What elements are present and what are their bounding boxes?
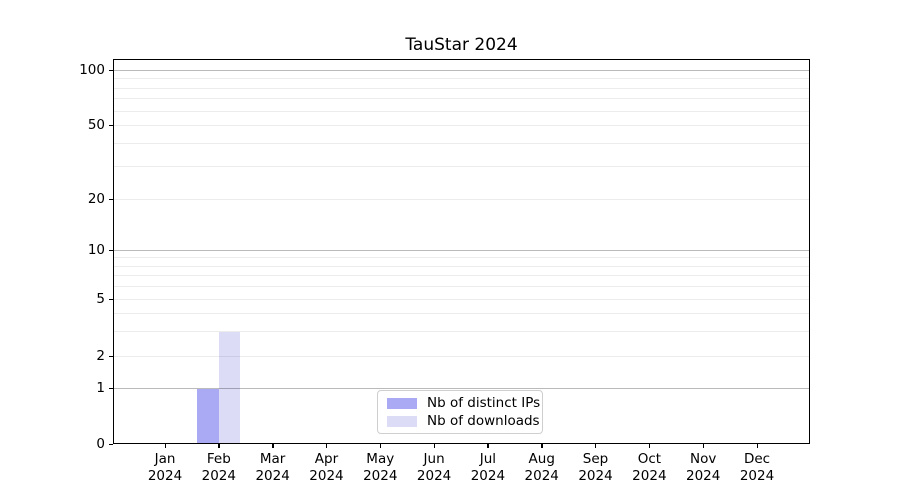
x-tick-year: 2024: [416, 467, 452, 484]
plot-area: [113, 59, 810, 444]
x-tick-year: 2024: [363, 467, 398, 484]
x-tick-mark: [541, 444, 543, 448]
x-tick-month: Apr: [314, 451, 339, 467]
x-tick-mark: [218, 444, 220, 448]
x-tick-year: 2024: [201, 467, 236, 484]
legend-row: Nb of downloads: [387, 413, 540, 429]
y-tick-mark: [109, 387, 113, 389]
x-tick-label: Dec 2024: [725, 451, 789, 484]
y-tick-label: 100: [79, 61, 105, 78]
gridline-minor: [114, 312, 809, 314]
y-tick-label: 1: [96, 379, 105, 396]
gridline-minor: [114, 110, 809, 112]
y-tick-label: 10: [87, 241, 105, 258]
x-tick-label: Oct 2024: [617, 451, 681, 484]
chart-title: TauStar 2024: [405, 35, 518, 55]
gridline-minor: [114, 143, 809, 145]
legend-swatch-icon: [387, 415, 417, 427]
gridline-minor: [114, 299, 809, 300]
x-tick-label: Jun 2024: [402, 451, 466, 484]
y-tick-mark: [109, 298, 113, 300]
x-tick-label: Apr 2024: [294, 451, 358, 484]
x-tick-year: 2024: [578, 467, 613, 484]
x-tick-mark: [595, 444, 597, 448]
gridline-major: [114, 388, 809, 389]
gridline-minor: [114, 275, 809, 277]
x-tick-month: Mar: [259, 451, 286, 467]
x-tick-month: Feb: [206, 451, 231, 467]
y-tick-mark: [109, 198, 113, 200]
gridline-minor: [114, 125, 809, 126]
x-tick-label: Jan 2024: [133, 451, 197, 484]
gridline-minor: [114, 257, 809, 259]
bar-distinct-ips: [197, 389, 219, 443]
gridline-minor: [114, 166, 809, 168]
x-tick-month: Jun: [423, 451, 445, 467]
y-tick-label: 2: [96, 347, 105, 364]
x-tick-year: 2024: [255, 467, 290, 484]
legend-label: Nb of downloads: [427, 413, 540, 429]
gridline-minor: [114, 286, 809, 288]
y-tick-label: 0: [96, 435, 105, 452]
legend-label: Nb of distinct IPs: [427, 395, 541, 411]
x-tick-month: Dec: [743, 451, 771, 467]
y-tick-mark: [109, 443, 113, 445]
x-tick-year: 2024: [309, 467, 344, 484]
y-tick-mark: [109, 69, 113, 71]
x-tick-label: Mar 2024: [241, 451, 305, 484]
x-tick-year: 2024: [524, 467, 559, 484]
gridline-minor: [114, 265, 809, 267]
x-tick-mark: [379, 444, 382, 448]
y-tick-label: 50: [87, 116, 105, 133]
y-tick-mark: [109, 249, 113, 251]
x-tick-label: Jul 2024: [456, 451, 520, 484]
gridline-minor: [114, 87, 809, 89]
gridline-minor: [114, 199, 809, 200]
x-tick-mark: [325, 444, 328, 448]
y-tick-label: 5: [96, 290, 105, 307]
x-tick-year: 2024: [739, 467, 775, 484]
x-tick-mark: [487, 444, 489, 448]
gridline-major: [114, 250, 809, 251]
x-tick-month: Oct: [637, 451, 662, 467]
x-tick-mark: [164, 444, 166, 448]
gridline-minor: [114, 356, 809, 357]
bar-downloads: [218, 331, 241, 443]
x-tick-year: 2024: [632, 467, 667, 484]
x-tick-month: Sep: [582, 451, 609, 467]
gridline-minor: [114, 98, 809, 100]
legend-row: Nb of distinct IPs: [387, 395, 540, 411]
x-tick-year: 2024: [147, 467, 183, 484]
x-tick-label: Sep 2024: [564, 451, 628, 484]
legend: Nb of distinct IPs Nb of downloads: [377, 390, 543, 434]
x-tick-month: Jan: [154, 451, 176, 467]
gridline-major: [114, 70, 809, 71]
x-tick-mark: [433, 444, 435, 448]
gridline-minor: [114, 330, 809, 332]
x-tick-mark: [648, 444, 651, 448]
x-tick-mark: [756, 444, 758, 448]
x-tick-month: May: [366, 451, 395, 467]
x-tick-label: Feb 2024: [187, 451, 251, 484]
legend-swatch-icon: [387, 397, 417, 409]
x-tick-year: 2024: [685, 467, 721, 484]
y-tick-mark: [109, 355, 113, 357]
y-tick-label: 20: [87, 190, 105, 207]
x-tick-label: Aug 2024: [510, 451, 574, 484]
x-tick-month: Jul: [479, 451, 497, 467]
x-tick-month: Aug: [528, 451, 555, 467]
x-tick-mark: [272, 444, 274, 448]
y-tick-mark: [109, 124, 113, 126]
x-tick-mark: [702, 444, 705, 448]
gridline-minor: [114, 78, 809, 80]
x-tick-month: Nov: [689, 451, 717, 467]
x-tick-label: Nov 2024: [671, 451, 735, 484]
x-tick-label: May 2024: [348, 451, 412, 484]
x-tick-year: 2024: [470, 467, 506, 484]
